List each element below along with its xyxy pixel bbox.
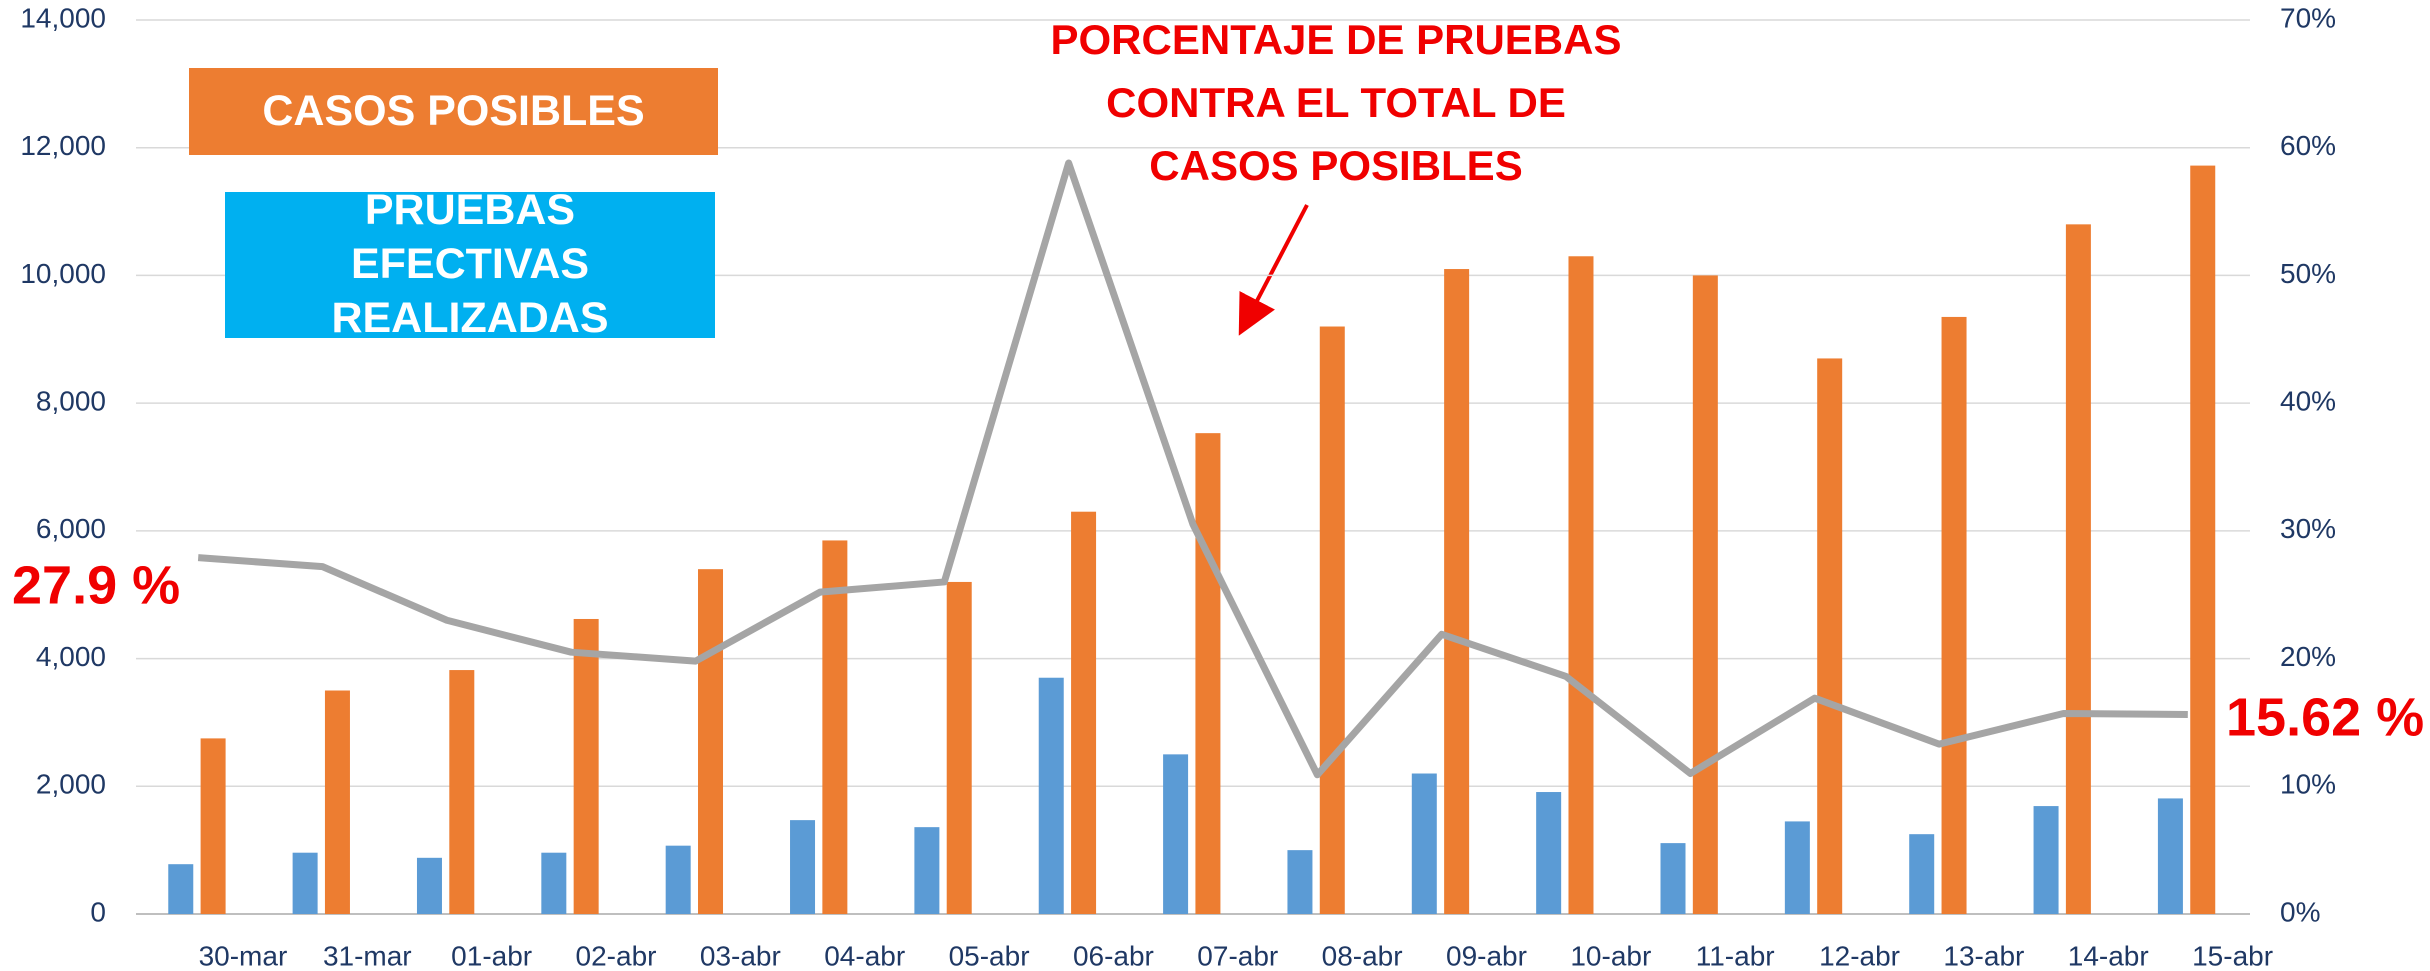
y2-tick-label: 10%	[2280, 769, 2336, 800]
bar	[1568, 256, 1594, 914]
bar	[292, 852, 318, 914]
y-tick-label: 0	[90, 896, 106, 927]
y-tick-label: 4,000	[36, 641, 106, 672]
y2-tick-label: 60%	[2280, 130, 2336, 161]
y2-tick-label: 40%	[2280, 386, 2336, 417]
x-tick-label: 11-abr	[1696, 940, 1775, 971]
x-tick-label: 07-abr	[1197, 940, 1278, 971]
x-tick-label: 12-abr	[1819, 940, 1900, 971]
bar	[822, 540, 848, 914]
bar	[1444, 269, 1470, 914]
x-tick-label: 09-abr	[1446, 940, 1527, 971]
bar	[698, 569, 724, 914]
x-tick-label: 15-abr	[2192, 940, 2273, 971]
bar	[946, 581, 972, 914]
x-tick-label: 31-mar	[323, 940, 412, 971]
bar	[2190, 165, 2216, 914]
bar	[1536, 792, 1562, 914]
bar	[1071, 511, 1097, 914]
x-tick-label: 03-abr	[700, 940, 781, 971]
bar	[1817, 358, 1843, 914]
bar	[168, 864, 194, 914]
y2-tick-label: 50%	[2280, 258, 2336, 289]
x-tick-label: 02-abr	[576, 940, 657, 971]
x-tick-label: 08-abr	[1322, 940, 1403, 971]
y-tick-label: 2,000	[36, 769, 106, 800]
x-tick-label: 10-abr	[1570, 940, 1651, 971]
bar	[200, 738, 226, 914]
data-label: 27.9 %	[12, 555, 180, 615]
bar	[1319, 326, 1345, 914]
bar	[573, 618, 599, 914]
y-tick-label: 8,000	[36, 386, 106, 417]
line	[197, 159, 2188, 779]
x-tick-label: 01-abr	[451, 940, 532, 971]
bar	[1784, 821, 1810, 914]
bar	[2065, 224, 2091, 915]
bar	[1287, 850, 1313, 914]
bar	[1660, 843, 1686, 914]
y-tick-label: 12,000	[20, 130, 106, 161]
bar	[2157, 798, 2183, 914]
x-tick-label: 04-abr	[824, 940, 905, 971]
data-label: 15.62 %	[2226, 687, 2424, 747]
bar	[1411, 773, 1437, 914]
bar	[1941, 316, 1967, 915]
legend-entry: CASOS POSIBLES	[189, 68, 718, 155]
legend-entry: PRUEBAS EFECTIVAS REALIZADAS	[225, 186, 715, 342]
x-tick-label: 30-mar	[199, 940, 288, 971]
bar	[541, 852, 567, 914]
bar	[665, 845, 691, 914]
bar	[324, 690, 350, 914]
y2-tick-label: 70%	[2280, 2, 2336, 33]
y-tick-label: 10,000	[20, 258, 106, 289]
x-tick-label: 06-abr	[1073, 940, 1154, 971]
bar	[1195, 433, 1221, 914]
bar	[1692, 275, 1718, 914]
bar	[1038, 677, 1064, 914]
x-tick-label: 13-abr	[1943, 940, 2024, 971]
y2-tick-label: 20%	[2280, 641, 2336, 672]
bar	[790, 820, 816, 914]
x-tick-label: 05-abr	[949, 940, 1030, 971]
y-tick-label: 14,000	[20, 2, 106, 33]
x-tick-label: 14-abr	[2068, 940, 2149, 971]
line-series-label: PORCENTAJE DE PRUEBAS CONTRA EL TOTAL DE…	[1050, 16, 1622, 189]
y-tick-label: 6,000	[36, 513, 106, 544]
bar	[1163, 754, 1189, 914]
bar	[1909, 834, 1935, 914]
bar	[2033, 806, 2059, 914]
bar	[914, 827, 940, 914]
bar	[416, 857, 442, 914]
y2-tick-label: 30%	[2280, 513, 2336, 544]
annotation-arrow	[1238, 204, 1309, 336]
bar	[449, 670, 475, 914]
y2-tick-label: 0%	[2280, 896, 2320, 927]
